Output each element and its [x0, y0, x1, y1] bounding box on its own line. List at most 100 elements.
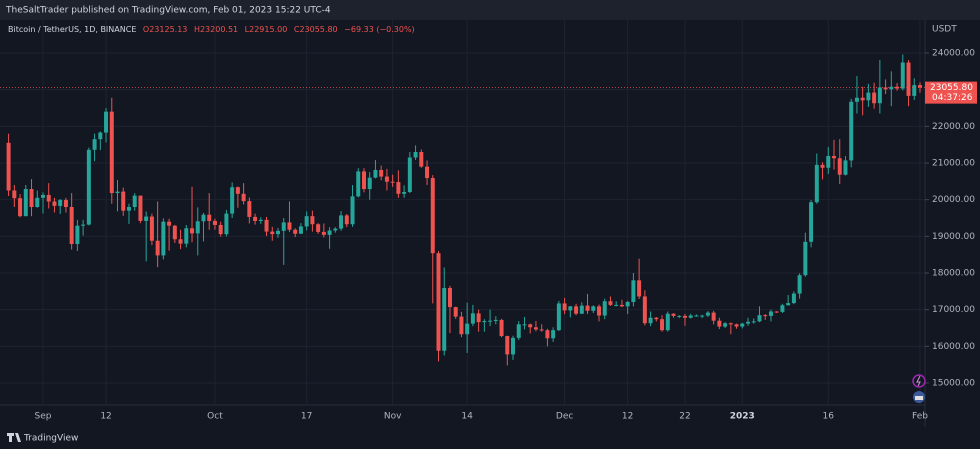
candle-body — [379, 169, 384, 177]
candle-body — [470, 313, 475, 324]
candle-body — [826, 156, 831, 168]
candle-body — [344, 215, 349, 225]
candle-body — [476, 313, 481, 323]
candle-body — [6, 142, 11, 191]
candle-body — [361, 171, 366, 190]
candle-body — [149, 216, 154, 241]
candle-body — [430, 178, 435, 254]
candle-body — [390, 181, 395, 183]
candle-body — [218, 224, 223, 235]
candle-body — [906, 62, 911, 96]
candle-body — [29, 189, 34, 207]
candle-body — [877, 87, 882, 104]
top-bar — [0, 0, 980, 20]
candle-body — [115, 191, 120, 194]
candle-body — [734, 324, 739, 327]
candle-body — [528, 324, 533, 328]
legend-symbol: Bitcoin / TetherUS, 1D, BINANCE O23125.1… — [8, 25, 415, 34]
candle-body — [18, 198, 23, 217]
candle-body — [854, 97, 859, 102]
y-tick-label: 21000.00 — [932, 159, 975, 169]
candle-body — [533, 327, 538, 330]
x-tick-label: Sep — [35, 412, 52, 422]
candle-body — [447, 288, 452, 308]
candle-body — [631, 280, 636, 302]
candle-body — [161, 221, 166, 256]
y-tick-label: 19000.00 — [932, 232, 975, 242]
candle-body — [69, 207, 74, 245]
candle-body — [212, 220, 217, 225]
candle-body — [12, 190, 17, 199]
candle-body — [780, 305, 785, 312]
y-tick-label: 16000.00 — [932, 342, 975, 352]
candle-body — [551, 330, 556, 339]
candle-body — [677, 315, 682, 317]
candle-body — [602, 301, 607, 316]
alert-bolt — [916, 375, 921, 387]
candle-body — [866, 92, 871, 101]
candle-body — [740, 323, 745, 327]
candle-body — [516, 324, 521, 338]
candle-body — [86, 149, 91, 225]
candle-body — [459, 316, 464, 335]
candle-body — [419, 152, 424, 167]
candle-body — [883, 87, 888, 90]
candle-body — [207, 214, 212, 221]
legend-change: −69.33 (−0.30%) — [344, 25, 415, 34]
candle-body — [310, 216, 315, 225]
x-tick-label: Nov — [384, 412, 402, 422]
candle-body — [820, 164, 825, 168]
candle-body — [46, 194, 51, 202]
candle-body — [321, 231, 326, 235]
legend-high: H23200.51 — [194, 25, 238, 34]
brand-logo — [7, 433, 21, 442]
candle-body — [298, 226, 303, 234]
candle-body — [711, 312, 716, 321]
bottom-bar — [0, 427, 980, 449]
candle-body — [276, 230, 281, 235]
candle-body — [488, 320, 493, 322]
grid — [0, 20, 925, 405]
candle-body — [40, 194, 45, 198]
candle-body — [373, 169, 378, 178]
candle-body — [596, 306, 601, 316]
candle-body — [608, 301, 613, 305]
candle-body — [339, 215, 344, 229]
alert-icon[interactable] — [912, 374, 926, 388]
candle-body — [917, 85, 922, 88]
candle-body — [505, 336, 510, 355]
candle-body — [912, 85, 917, 96]
x-tick-label: 14 — [461, 412, 473, 422]
legend-low: L22915.00 — [245, 25, 288, 34]
legend-open: O23125.13 — [143, 25, 187, 34]
candle-body — [224, 213, 229, 235]
candle-body — [350, 196, 355, 225]
candle-body — [746, 321, 751, 324]
candle-body — [499, 319, 504, 337]
candle-body — [556, 303, 561, 331]
candle-body — [287, 222, 292, 230]
candle-body — [436, 253, 441, 351]
candle-body — [201, 214, 206, 222]
price-axis-unit: USDT — [932, 25, 957, 35]
x-tick-label: 2023 — [730, 412, 755, 422]
candle-body — [614, 304, 619, 306]
y-tick-label: 22000.00 — [932, 122, 975, 132]
last-price-tag — [925, 81, 977, 104]
candle-body — [367, 177, 372, 190]
candle-body — [23, 189, 28, 217]
candle-body — [63, 200, 68, 207]
candle-body — [356, 171, 361, 197]
candle-body — [637, 280, 642, 297]
candle-body — [814, 164, 819, 203]
candle-body — [688, 315, 693, 318]
candle-body — [849, 101, 854, 161]
candle-body — [442, 288, 447, 351]
candle-body — [184, 228, 189, 244]
candle-body — [35, 197, 40, 207]
candle-body — [293, 229, 298, 234]
candle-body — [642, 296, 647, 324]
candle-body — [694, 315, 699, 317]
candle-body — [682, 315, 687, 318]
